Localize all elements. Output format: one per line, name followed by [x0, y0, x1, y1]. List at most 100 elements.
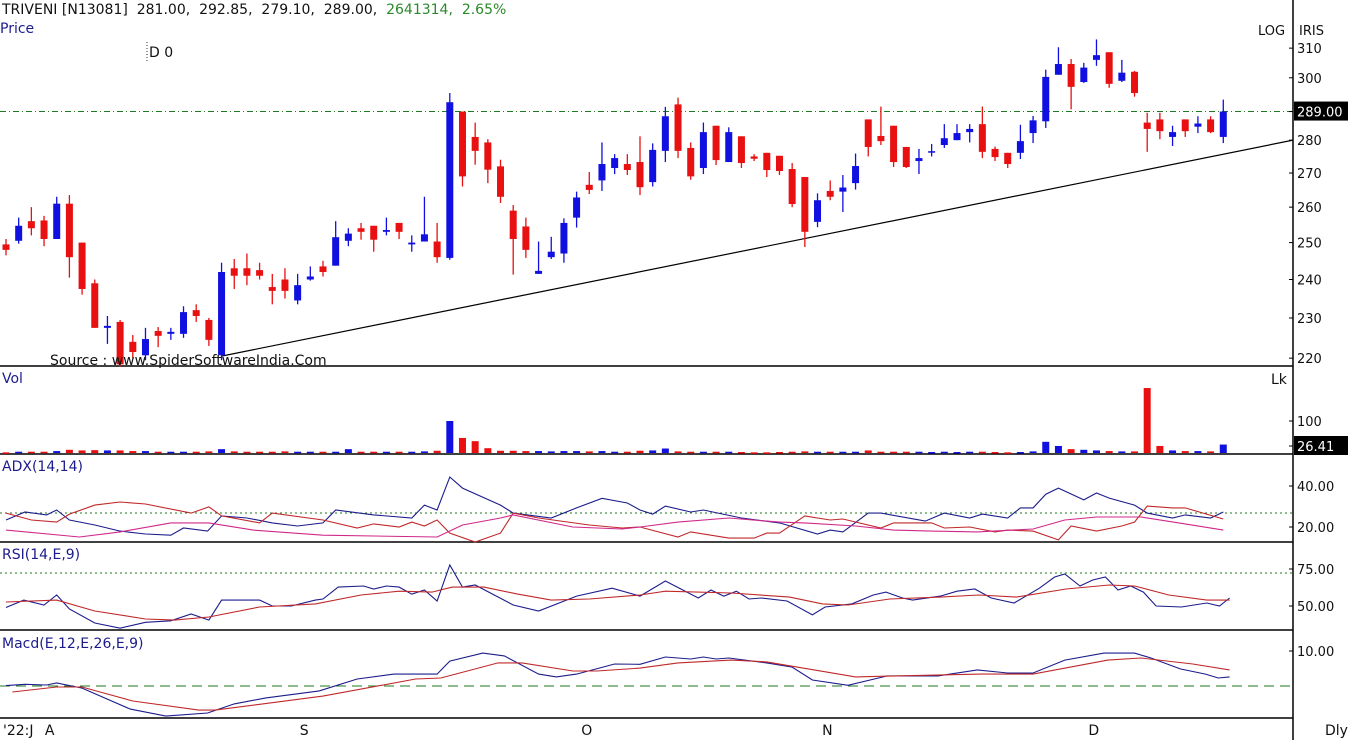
- volume-bar[interactable]: [1004, 452, 1012, 454]
- volume-bar[interactable]: [535, 451, 543, 453]
- volume-bar[interactable]: [687, 451, 695, 454]
- volume-bar[interactable]: [1080, 449, 1088, 453]
- candle-body[interactable]: [737, 136, 745, 164]
- volume-bar[interactable]: [141, 451, 149, 453]
- candle-body[interactable]: [585, 184, 593, 190]
- candle-body[interactable]: [370, 225, 378, 240]
- candle-body[interactable]: [928, 151, 936, 153]
- candle-body[interactable]: [1067, 64, 1075, 87]
- volume-bar[interactable]: [1016, 452, 1024, 454]
- candle-body[interactable]: [243, 268, 251, 276]
- candle-body[interactable]: [1194, 123, 1202, 127]
- volume-bar[interactable]: [65, 449, 73, 453]
- volume-bar[interactable]: [332, 451, 340, 454]
- volume-bar[interactable]: [547, 451, 555, 453]
- volume-bar[interactable]: [940, 451, 948, 454]
- candle-body[interactable]: [1131, 71, 1139, 93]
- period-label[interactable]: Dly: [1325, 723, 1348, 739]
- candle-body[interactable]: [1029, 120, 1037, 134]
- volume-bar[interactable]: [978, 451, 986, 454]
- candle-body[interactable]: [623, 164, 631, 171]
- candle-body[interactable]: [535, 270, 543, 274]
- candle-body[interactable]: [306, 276, 314, 280]
- volume-bar[interactable]: [1092, 450, 1100, 453]
- volume-bar[interactable]: [611, 451, 619, 454]
- volume-bar[interactable]: [471, 441, 479, 453]
- volume-bar[interactable]: [1042, 441, 1050, 453]
- volume-bar[interactable]: [281, 451, 289, 453]
- volume-bar[interactable]: [928, 452, 936, 454]
- candle-body[interactable]: [573, 197, 581, 218]
- volume-bar[interactable]: [103, 450, 111, 453]
- candle-body[interactable]: [53, 203, 61, 239]
- candle-body[interactable]: [649, 149, 657, 183]
- candle-body[interactable]: [814, 200, 822, 222]
- candle-body[interactable]: [1105, 52, 1113, 84]
- candle-body[interactable]: [750, 156, 758, 159]
- volume-bar[interactable]: [725, 451, 733, 454]
- candle-body[interactable]: [1042, 76, 1050, 122]
- volume-bar[interactable]: [636, 450, 644, 453]
- candle-body[interactable]: [788, 169, 796, 205]
- volume-bar[interactable]: [192, 451, 200, 454]
- candle-body[interactable]: [1080, 67, 1088, 83]
- volume-bar[interactable]: [775, 452, 783, 454]
- candle-body[interactable]: [1143, 122, 1151, 129]
- volume-bar[interactable]: [598, 451, 606, 453]
- candle-body[interactable]: [167, 331, 175, 334]
- candle-body[interactable]: [344, 233, 352, 241]
- candle-body[interactable]: [382, 230, 390, 232]
- volume-bar[interactable]: [1169, 450, 1177, 453]
- volume-bar[interactable]: [370, 451, 378, 454]
- candle-body[interactable]: [940, 138, 948, 146]
- volume-bar[interactable]: [674, 451, 682, 453]
- volume-bar[interactable]: [877, 451, 885, 454]
- volume-bar[interactable]: [560, 451, 568, 453]
- volume-bar[interactable]: [991, 452, 999, 454]
- volume-bar[interactable]: [890, 451, 898, 454]
- volume-bar[interactable]: [1143, 388, 1151, 453]
- candle-body[interactable]: [1118, 72, 1126, 81]
- candle-body[interactable]: [319, 266, 327, 273]
- candle-body[interactable]: [522, 226, 530, 250]
- candle-body[interactable]: [915, 158, 923, 162]
- volume-bar[interactable]: [458, 437, 466, 453]
- volume-bar[interactable]: [268, 451, 276, 454]
- candle-body[interactable]: [2, 244, 10, 250]
- candle-body[interactable]: [281, 279, 289, 291]
- candle-body[interactable]: [991, 148, 999, 158]
- candle-body[interactable]: [674, 104, 682, 151]
- volume-bar[interactable]: [53, 451, 61, 453]
- candle-body[interactable]: [433, 241, 441, 258]
- candle-body[interactable]: [78, 242, 86, 289]
- volume-bar[interactable]: [801, 451, 809, 453]
- trendline[interactable]: [221, 139, 1294, 357]
- candle-body[interactable]: [332, 237, 340, 266]
- volume-bar[interactable]: [1054, 445, 1062, 453]
- volume-bar[interactable]: [433, 450, 441, 453]
- candle-body[interactable]: [230, 268, 238, 276]
- candle-body[interactable]: [712, 125, 720, 161]
- candle-body[interactable]: [978, 124, 986, 152]
- volume-bar[interactable]: [826, 451, 834, 454]
- candle-body[interactable]: [103, 325, 111, 328]
- volume-bar[interactable]: [230, 451, 238, 453]
- volume-bar[interactable]: [839, 451, 847, 454]
- volume-bar[interactable]: [814, 451, 822, 454]
- candle-body[interactable]: [141, 339, 149, 356]
- candle-body[interactable]: [953, 133, 961, 141]
- candle-body[interactable]: [890, 125, 898, 163]
- candle-body[interactable]: [1207, 119, 1215, 133]
- volume-bar[interactable]: [1219, 444, 1227, 453]
- candle-body[interactable]: [497, 166, 505, 197]
- volume-bar[interactable]: [218, 449, 226, 453]
- volume-bar[interactable]: [180, 451, 188, 454]
- candle-body[interactable]: [763, 152, 771, 171]
- volume-bar[interactable]: [649, 450, 657, 453]
- volume-bar[interactable]: [78, 450, 86, 453]
- candle-body[interactable]: [27, 221, 35, 229]
- volume-bar[interactable]: [864, 450, 872, 453]
- candle-body[interactable]: [775, 155, 783, 172]
- candle-body[interactable]: [268, 287, 276, 291]
- volume-bar[interactable]: [788, 451, 796, 454]
